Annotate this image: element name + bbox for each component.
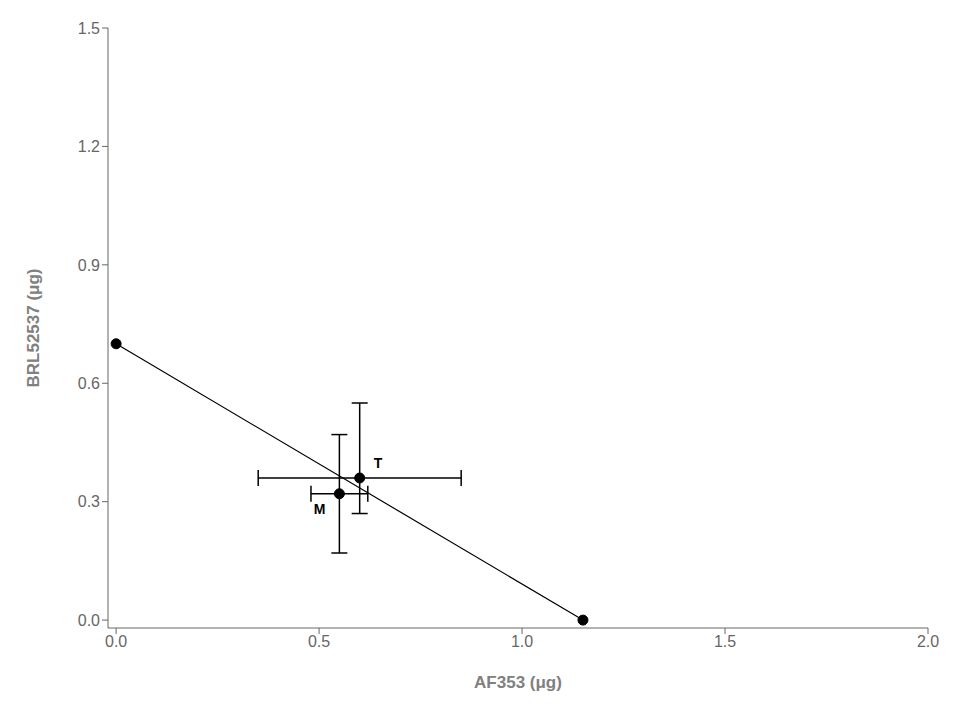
svg-text:BRL52537 (μg): BRL52537 (μg)	[24, 268, 43, 387]
svg-text:0.9: 0.9	[78, 257, 100, 274]
svg-text:0.0: 0.0	[78, 612, 100, 629]
svg-text:1.5: 1.5	[78, 20, 100, 37]
svg-text:1.2: 1.2	[78, 138, 100, 155]
svg-text:0.5: 0.5	[308, 633, 330, 650]
svg-text:T: T	[374, 455, 383, 471]
svg-text:0.0: 0.0	[105, 633, 127, 650]
svg-text:1.0: 1.0	[511, 633, 533, 650]
svg-text:AF353 (μg): AF353 (μg)	[474, 673, 562, 692]
svg-text:0.3: 0.3	[78, 493, 100, 510]
svg-text:0.6: 0.6	[78, 375, 100, 392]
svg-text:M: M	[314, 501, 326, 517]
svg-text:1.5: 1.5	[714, 633, 736, 650]
svg-text:2.0: 2.0	[917, 633, 939, 650]
